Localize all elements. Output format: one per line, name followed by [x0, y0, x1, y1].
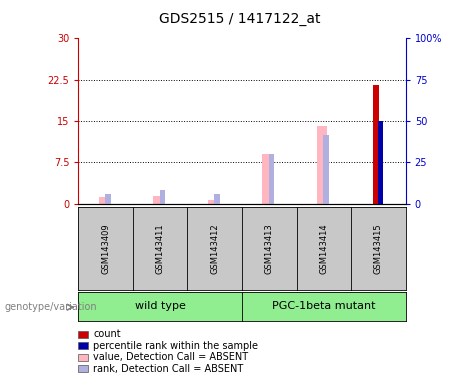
- Bar: [269, 154, 274, 204]
- Text: value, Detection Call = ABSENT: value, Detection Call = ABSENT: [93, 352, 248, 362]
- Text: GSM143415: GSM143415: [374, 223, 383, 274]
- Bar: [207, 200, 218, 204]
- Text: GSM143411: GSM143411: [156, 223, 165, 274]
- Text: rank, Detection Call = ABSENT: rank, Detection Call = ABSENT: [93, 364, 243, 374]
- Text: PGC-1beta mutant: PGC-1beta mutant: [272, 301, 376, 311]
- Bar: [373, 85, 379, 204]
- Text: GSM143413: GSM143413: [265, 223, 274, 274]
- Bar: [153, 196, 163, 204]
- Bar: [323, 135, 329, 204]
- Text: GSM143412: GSM143412: [210, 223, 219, 274]
- Bar: [378, 121, 383, 204]
- Bar: [160, 190, 165, 204]
- Bar: [214, 194, 219, 204]
- Bar: [99, 197, 108, 204]
- Text: genotype/variation: genotype/variation: [5, 302, 97, 312]
- Text: wild type: wild type: [135, 301, 186, 311]
- Text: GSM143409: GSM143409: [101, 223, 110, 274]
- Bar: [317, 126, 326, 204]
- Text: GSM143414: GSM143414: [319, 223, 328, 274]
- Text: count: count: [93, 329, 121, 339]
- Bar: [262, 154, 272, 204]
- Text: percentile rank within the sample: percentile rank within the sample: [93, 341, 258, 351]
- Text: GDS2515 / 1417122_at: GDS2515 / 1417122_at: [159, 12, 320, 25]
- Bar: [105, 194, 111, 204]
